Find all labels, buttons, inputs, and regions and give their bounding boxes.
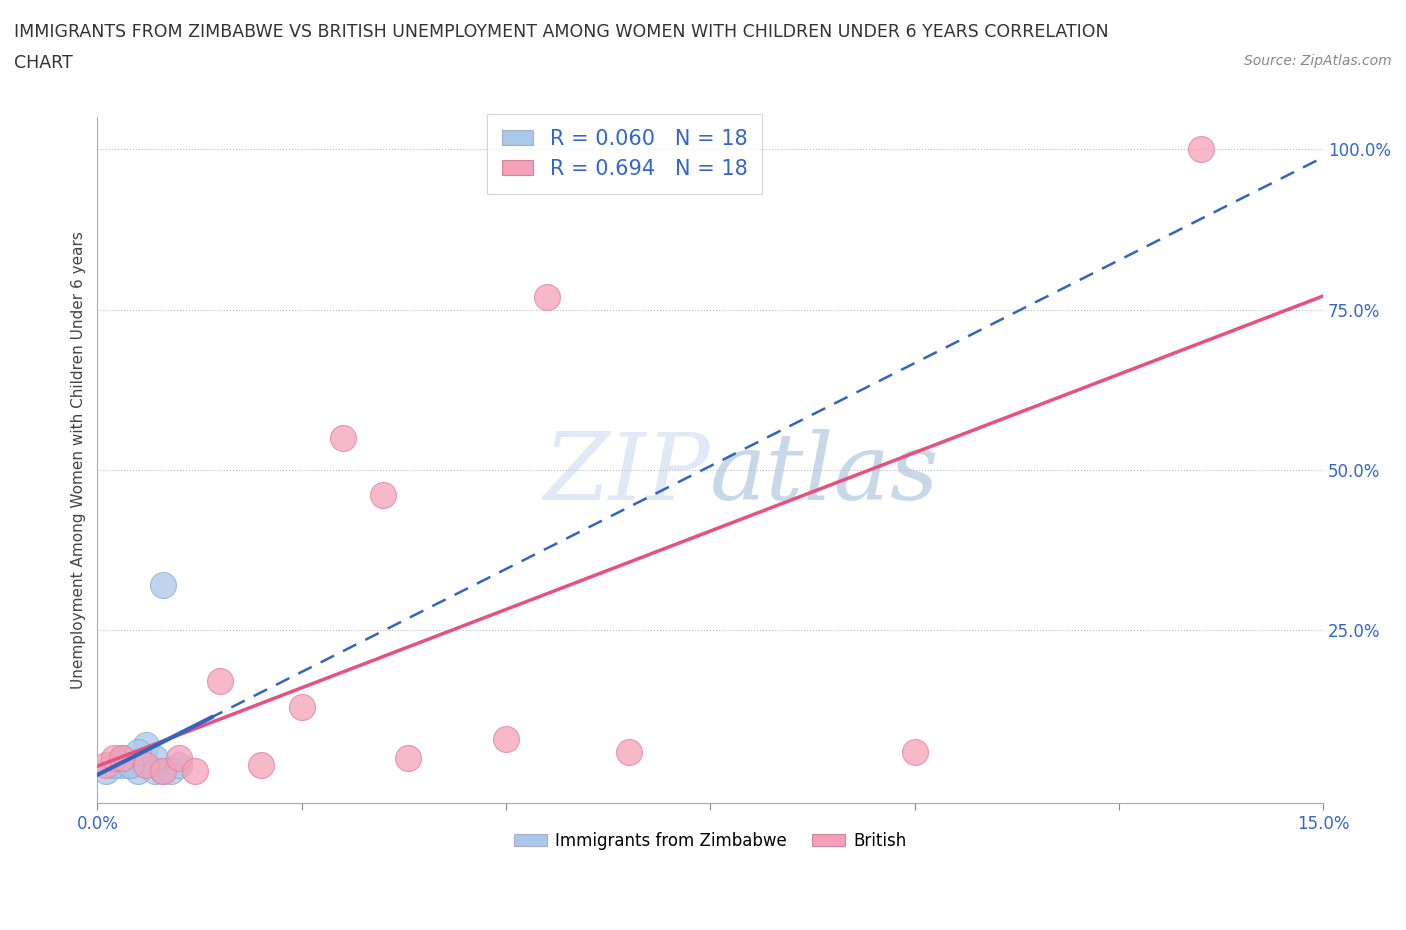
- Point: [396, 751, 419, 765]
- Text: CHART: CHART: [14, 54, 73, 72]
- Point: [167, 751, 190, 765]
- Point: [94, 764, 117, 778]
- Point: [143, 751, 166, 765]
- Text: atlas: atlas: [710, 429, 939, 519]
- Text: Source: ZipAtlas.com: Source: ZipAtlas.com: [1244, 54, 1392, 68]
- Point: [160, 764, 183, 778]
- Point: [143, 764, 166, 778]
- Point: [332, 431, 354, 445]
- Point: [118, 757, 141, 772]
- Point: [103, 757, 125, 772]
- Point: [111, 751, 134, 765]
- Point: [127, 744, 149, 759]
- Point: [152, 764, 174, 778]
- Text: IMMIGRANTS FROM ZIMBABWE VS BRITISH UNEMPLOYMENT AMONG WOMEN WITH CHILDREN UNDER: IMMIGRANTS FROM ZIMBABWE VS BRITISH UNEM…: [14, 23, 1109, 41]
- Legend: Immigrants from Zimbabwe, British: Immigrants from Zimbabwe, British: [508, 825, 914, 857]
- Point: [617, 744, 640, 759]
- Point: [135, 757, 157, 772]
- Point: [249, 757, 271, 772]
- Point: [152, 578, 174, 592]
- Point: [94, 757, 117, 772]
- Point: [152, 764, 174, 778]
- Point: [111, 751, 134, 765]
- Point: [536, 289, 558, 304]
- Point: [111, 757, 134, 772]
- Point: [103, 757, 125, 772]
- Point: [135, 738, 157, 753]
- Point: [135, 757, 157, 772]
- Point: [1189, 142, 1212, 157]
- Point: [103, 751, 125, 765]
- Point: [903, 744, 925, 759]
- Point: [184, 764, 207, 778]
- Point: [167, 757, 190, 772]
- Point: [111, 751, 134, 765]
- Point: [208, 674, 231, 689]
- Point: [291, 699, 314, 714]
- Point: [127, 764, 149, 778]
- Text: ZIP: ZIP: [544, 429, 710, 519]
- Point: [373, 488, 395, 503]
- Y-axis label: Unemployment Among Women with Children Under 6 years: Unemployment Among Women with Children U…: [72, 232, 86, 689]
- Point: [118, 757, 141, 772]
- Point: [495, 732, 517, 747]
